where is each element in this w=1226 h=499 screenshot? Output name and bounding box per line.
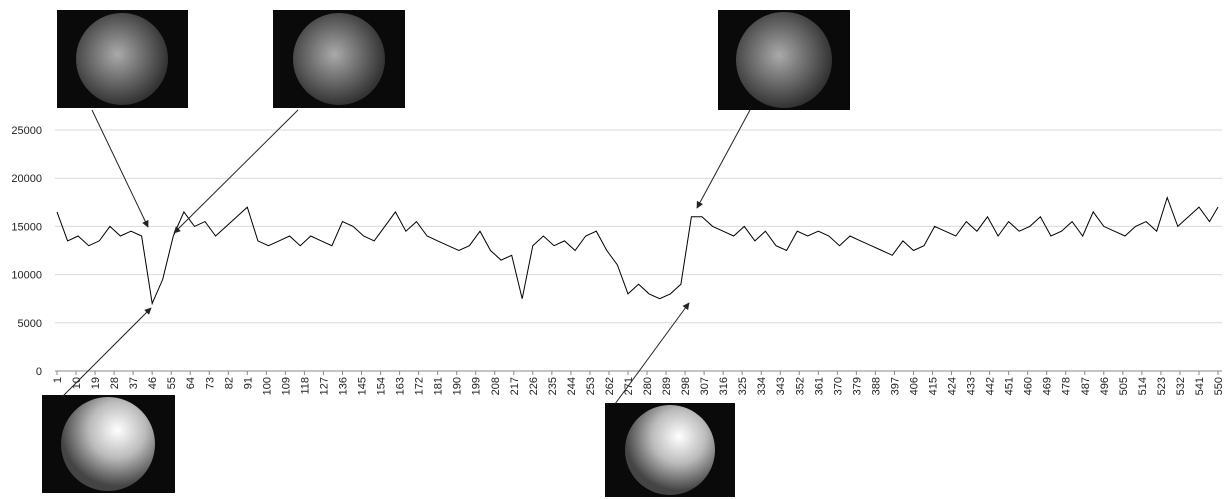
- x-tick-label: 100: [261, 377, 273, 395]
- x-tick-label: 397: [889, 377, 901, 395]
- x-tick-label: 37: [128, 377, 140, 389]
- y-tick-label: 5000: [18, 318, 42, 330]
- arrow: [696, 109, 751, 209]
- x-tick-label: 325: [737, 377, 749, 395]
- x-tick-label: 172: [414, 377, 426, 395]
- x-tick-label: 235: [547, 377, 559, 395]
- x-tick-label: 379: [851, 377, 863, 395]
- x-tick-label: 163: [395, 377, 407, 395]
- x-tick-label: 388: [870, 377, 882, 395]
- x-tick-label: 10: [71, 377, 83, 389]
- x-tick-label: 280: [642, 377, 654, 395]
- x-tick-label: 415: [928, 377, 940, 395]
- x-tick-label: 460: [1023, 377, 1035, 395]
- x-tick-label: 406: [908, 377, 920, 395]
- x-tick-label: 550: [1213, 377, 1225, 395]
- x-tick-label: 361: [813, 377, 825, 395]
- thumbnails: [42, 10, 850, 497]
- arrow: [173, 109, 299, 234]
- x-tick-label: 109: [280, 377, 292, 395]
- x-tick-label: 73: [204, 377, 216, 389]
- x-tick-label: 496: [1099, 377, 1111, 395]
- x-tick-label: 289: [661, 377, 673, 395]
- x-tick-label: 64: [185, 377, 197, 389]
- x-tick-label: 532: [1175, 377, 1187, 395]
- axes: 0 5000 10000 15000 20000 25000 1 10 19 28 37 46 55 64…: [11, 125, 1225, 395]
- x-tick-label: 181: [433, 377, 445, 395]
- x-tick-label: 343: [775, 377, 787, 395]
- x-tick-label: 478: [1061, 377, 1073, 395]
- x-tick-label: 244: [566, 377, 578, 395]
- x-tick-label: 487: [1080, 377, 1092, 395]
- x-tick-label: 118: [299, 377, 311, 395]
- x-tick-label: 262: [604, 377, 616, 395]
- y-tick-label: 0: [36, 366, 42, 378]
- x-tick-label: 199: [471, 377, 483, 395]
- arrows: [61, 109, 751, 405]
- x-tick-label: 19: [90, 377, 102, 389]
- x-tick-label: 208: [490, 377, 502, 395]
- x-tick-label: 190: [452, 377, 464, 395]
- x-tick-label: 514: [1137, 377, 1149, 395]
- thumbnail-view: [293, 13, 385, 105]
- x-tick-label: 127: [318, 377, 330, 395]
- x-tick-label: 298: [680, 377, 692, 395]
- data-line: [56, 195, 1219, 306]
- x-tick-label: 442: [985, 377, 997, 395]
- x-tick-label: 316: [718, 377, 730, 395]
- x-tick-label: 352: [794, 377, 806, 395]
- x-tick-label: 541: [1194, 377, 1206, 395]
- x-tick-label: 91: [242, 377, 254, 389]
- thumbnail-view: [76, 13, 168, 105]
- x-tick-label: 523: [1156, 377, 1168, 395]
- y-tick-label: 15000: [11, 221, 42, 233]
- x-tick-label: 307: [699, 377, 711, 395]
- y-tick-label: 20000: [11, 173, 42, 185]
- x-tick-label: 334: [756, 377, 768, 395]
- y-tick-label: 25000: [11, 125, 42, 137]
- x-tick-label: 226: [528, 377, 540, 395]
- x-tick-label: 82: [223, 377, 235, 389]
- arrow: [91, 109, 149, 228]
- x-tick-label: 433: [966, 377, 978, 395]
- x-tick-label: 424: [947, 377, 959, 395]
- thumbnail-view: [61, 397, 155, 491]
- x-tick-label: 28: [109, 377, 121, 389]
- x-tick-label: 505: [1118, 377, 1130, 395]
- arrow: [614, 302, 690, 405]
- x-tick-label: 217: [509, 377, 521, 395]
- x-tick-label: 451: [1004, 377, 1016, 395]
- x-tick-label: 136: [337, 377, 349, 395]
- x-tick-label: 55: [166, 377, 178, 389]
- y-tick-label: 10000: [11, 270, 42, 282]
- arrow: [61, 307, 152, 398]
- x-tick-label: 370: [832, 377, 844, 395]
- x-tick-label: 253: [585, 377, 597, 395]
- x-tick-label: 46: [147, 377, 159, 389]
- x-tick-label: 154: [376, 377, 388, 395]
- x-tick-label: 469: [1042, 377, 1054, 395]
- x-tick-label: 1: [52, 377, 64, 383]
- thumbnail-view: [736, 12, 832, 108]
- x-tick-label: 145: [357, 377, 369, 395]
- thumbnail-view: [625, 405, 715, 495]
